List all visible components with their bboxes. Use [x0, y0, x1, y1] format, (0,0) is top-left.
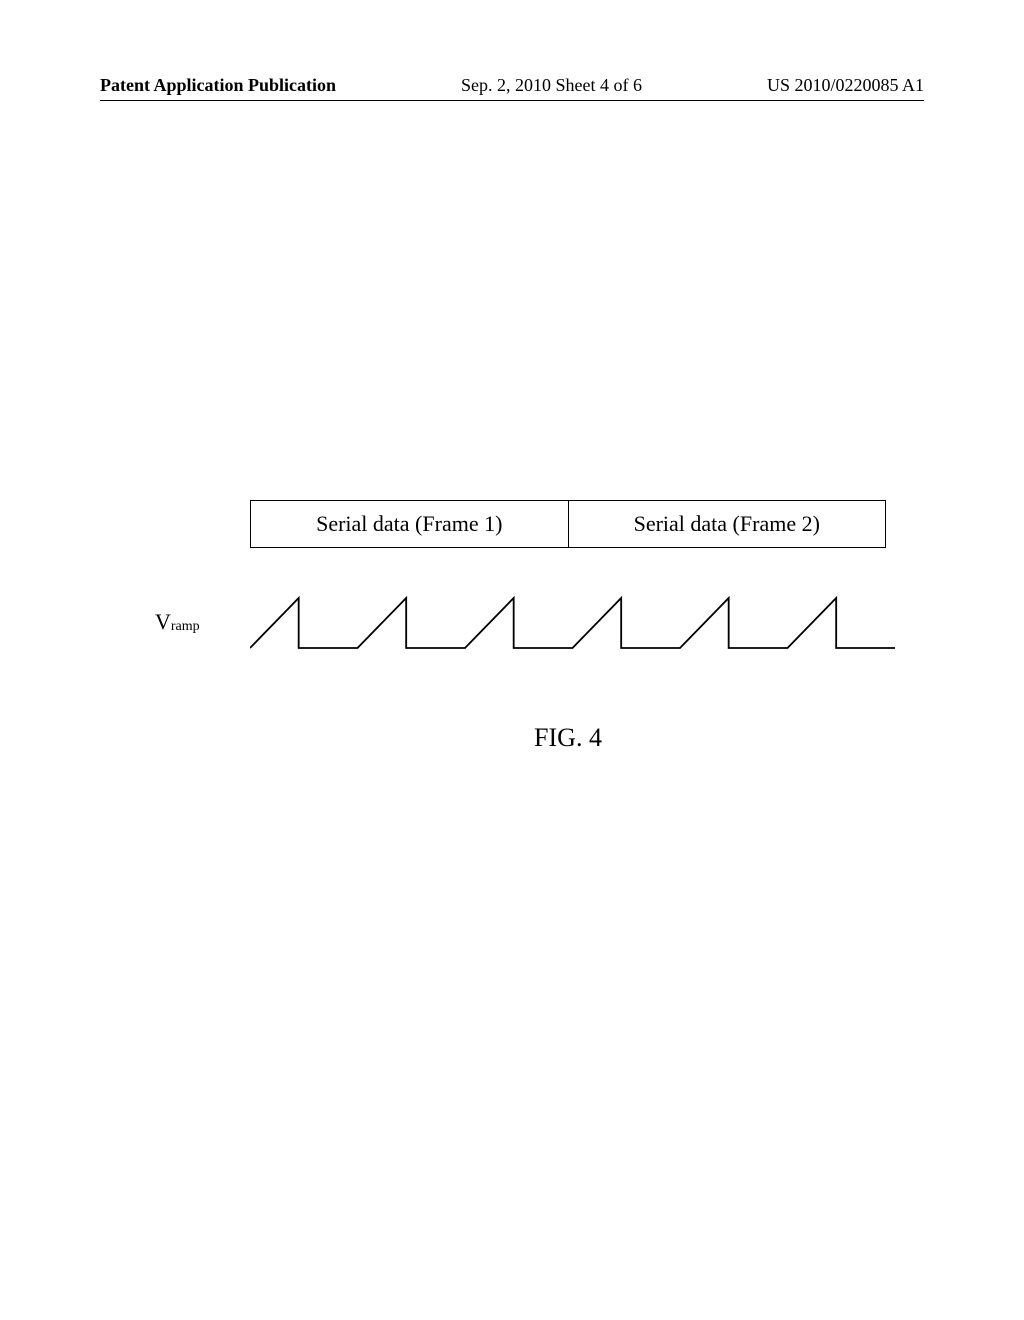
vramp-sub: ramp: [171, 619, 200, 635]
vramp-main: V: [155, 609, 171, 635]
header-divider: [100, 100, 924, 101]
header-date-sheet: Sep. 2, 2010 Sheet 4 of 6: [461, 75, 642, 96]
serial-data-row: Serial data (Frame 1) Serial data (Frame…: [250, 500, 886, 548]
ramp-path: [250, 598, 895, 648]
header-patent-number: US 2010/0220085 A1: [767, 75, 924, 96]
frame2-cell: Serial data (Frame 2): [569, 501, 886, 547]
header-publication: Patent Application Publication: [100, 75, 336, 96]
ramp-row: Vramp: [155, 593, 895, 653]
page-header: Patent Application Publication Sep. 2, 2…: [0, 75, 1024, 96]
frame1-cell: Serial data (Frame 1): [251, 501, 569, 547]
vramp-label: Vramp: [155, 609, 250, 653]
ramp-waveform: [250, 593, 895, 653]
figure-container: Serial data (Frame 1) Serial data (Frame…: [155, 500, 895, 753]
figure-caption: FIG. 4: [250, 723, 886, 753]
